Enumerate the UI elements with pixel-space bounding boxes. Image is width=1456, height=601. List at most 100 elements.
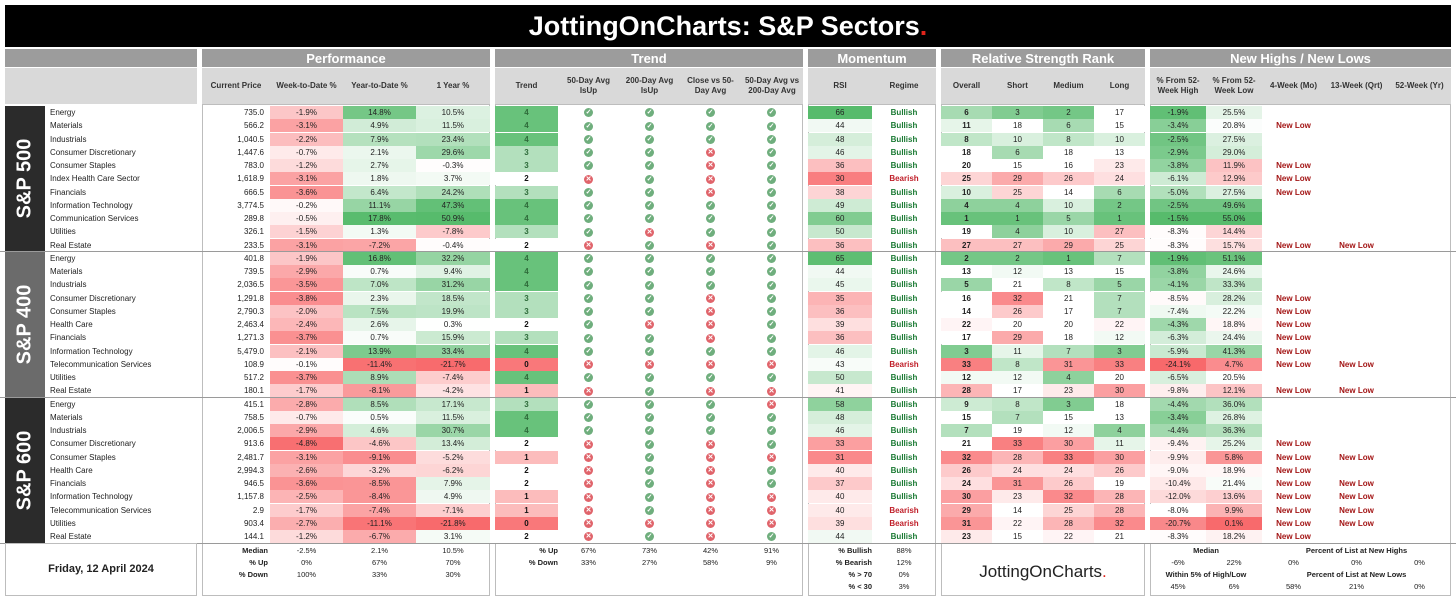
rank-sh: 27 bbox=[992, 238, 1043, 252]
col-header-performance-3: 1 Year % bbox=[436, 81, 470, 90]
rank-md: 5 bbox=[1043, 212, 1094, 225]
one-year: 50.9% bbox=[416, 212, 490, 225]
week-to-date: -0.2% bbox=[270, 198, 343, 212]
trend-flag-cell: ✓ bbox=[619, 477, 680, 490]
regime: Bullish bbox=[890, 426, 918, 435]
one-year: 32.2% bbox=[416, 251, 490, 265]
cross-icon: ✕ bbox=[706, 240, 715, 250]
trend-flag-cell: ✓ bbox=[741, 331, 802, 344]
from-52w-high: -1.5% bbox=[1150, 212, 1206, 225]
current-price: 415.1 bbox=[243, 399, 264, 409]
title-text: JottingOnCharts: S&P Sectors bbox=[528, 10, 920, 41]
rank-ov: 16 bbox=[941, 291, 992, 305]
trend-flag-cell: ✓ bbox=[741, 146, 802, 159]
check-icon: ✓ bbox=[767, 280, 776, 290]
rank-lg: 17 bbox=[1094, 106, 1145, 119]
trend-flag-cell: ✓ bbox=[680, 212, 741, 225]
nhnl-at-low-value: 21% bbox=[1348, 582, 1364, 592]
new-low-13w bbox=[1325, 331, 1388, 344]
regime: Bullish bbox=[890, 479, 918, 488]
trend-flag-cell: ✕ bbox=[680, 477, 741, 490]
rank-ov: 30 bbox=[941, 490, 992, 504]
col-header-performance-1: Week-to-Date % bbox=[276, 81, 337, 90]
check-icon: ✓ bbox=[584, 333, 593, 343]
rank-ov: 27 bbox=[941, 238, 992, 252]
new-low-52w bbox=[1388, 212, 1451, 225]
from-52w-high: -6.3% bbox=[1150, 331, 1206, 345]
check-icon: ✓ bbox=[645, 201, 654, 211]
one-year: 19.9% bbox=[416, 304, 490, 318]
sector-name: Consumer Staples bbox=[50, 306, 116, 316]
from-52w-low: 27.5% bbox=[1206, 132, 1262, 146]
trend-flag-cell: ✕ bbox=[558, 464, 619, 477]
group-label-1: S&P 400 bbox=[5, 251, 45, 398]
check-icon: ✓ bbox=[767, 466, 776, 476]
one-year: -0.3% bbox=[416, 159, 490, 172]
new-low-4w: New Low bbox=[1276, 320, 1311, 329]
new-low-4w bbox=[1262, 225, 1325, 238]
current-price: 903.4 bbox=[243, 518, 264, 528]
week-to-date: -3.1% bbox=[270, 450, 343, 464]
week-to-date: -4.8% bbox=[270, 437, 343, 451]
rank-lg: 32 bbox=[1094, 516, 1145, 530]
check-icon: ✓ bbox=[767, 108, 776, 118]
nhnl-at-high-value: 0% bbox=[1351, 558, 1362, 568]
trend-flag-cell: ✓ bbox=[680, 411, 741, 424]
from-52w-low: 24.4% bbox=[1206, 331, 1262, 345]
year-to-date: -7.4% bbox=[343, 503, 416, 517]
week-to-date: -1.9% bbox=[270, 251, 343, 265]
trend-flag-cell: ✕ bbox=[680, 517, 741, 530]
group-name: S&P 600 bbox=[13, 430, 36, 511]
regime: Bullish bbox=[890, 492, 918, 502]
new-low-52w bbox=[1388, 371, 1451, 384]
year-to-date: 14.8% bbox=[343, 106, 416, 119]
title-dot: . bbox=[919, 10, 928, 41]
trend-flag-cell: ✓ bbox=[558, 212, 619, 225]
sector-name: Energy bbox=[50, 253, 76, 263]
nhnl-median-value: 22% bbox=[1226, 558, 1242, 568]
rsi-value: 46 bbox=[808, 344, 872, 358]
cross-icon: ✕ bbox=[584, 466, 593, 476]
trend-flag-cell: ✕ bbox=[680, 172, 741, 185]
cross-icon: ✕ bbox=[706, 386, 715, 396]
one-year: 9.4% bbox=[416, 265, 490, 278]
check-icon: ✓ bbox=[645, 466, 654, 476]
nhnl-median-value: -6% bbox=[1171, 558, 1185, 568]
rank-sh: 28 bbox=[992, 450, 1043, 464]
new-low-13w bbox=[1325, 371, 1388, 384]
check-icon: ✓ bbox=[645, 267, 654, 277]
rank-ov: 13 bbox=[941, 265, 992, 278]
check-icon: ✓ bbox=[767, 333, 776, 343]
sector-name: Energy bbox=[50, 108, 76, 117]
from-52w-high: -4.3% bbox=[1150, 318, 1206, 331]
check-icon: ✓ bbox=[706, 399, 715, 409]
new-low-4w bbox=[1262, 371, 1325, 384]
col-header-trend-3: Close vs 50-Day Avg bbox=[687, 76, 734, 95]
trend-flag-cell: ✕ bbox=[619, 517, 680, 530]
check-icon: ✓ bbox=[645, 148, 654, 158]
from-52w-high: -6.1% bbox=[1150, 172, 1206, 186]
trend-score: 3 bbox=[495, 397, 558, 411]
from-52w-low: 18.2% bbox=[1206, 530, 1262, 543]
perf-footer-yr: 30% bbox=[445, 570, 461, 580]
new-low-4w: New Low bbox=[1276, 518, 1311, 528]
new-low-13w bbox=[1325, 225, 1388, 238]
momentum-footer-label: % > 70 bbox=[848, 570, 872, 580]
new-low-4w bbox=[1262, 424, 1325, 437]
trend-flag-cell: ✓ bbox=[741, 106, 802, 119]
new-low-4w bbox=[1262, 199, 1325, 212]
current-price: 289.8 bbox=[243, 214, 264, 223]
trend-flag-cell: ✓ bbox=[558, 331, 619, 344]
week-to-date: -0.1% bbox=[270, 357, 343, 371]
new-low-52w bbox=[1388, 384, 1451, 397]
cross-icon: ✕ bbox=[645, 227, 654, 237]
sector-name: Telecommunication Services bbox=[50, 505, 152, 515]
check-icon: ✓ bbox=[767, 373, 776, 383]
perf-footer-wtd: -2.5% bbox=[296, 546, 317, 556]
one-year: 47.3% bbox=[416, 198, 490, 212]
sector-name: Real Estate bbox=[50, 532, 92, 541]
new-low-52w bbox=[1388, 424, 1451, 437]
check-icon: ✓ bbox=[706, 227, 715, 237]
cross-icon: ✕ bbox=[706, 452, 715, 462]
rank-lg: 7 bbox=[1094, 304, 1145, 318]
